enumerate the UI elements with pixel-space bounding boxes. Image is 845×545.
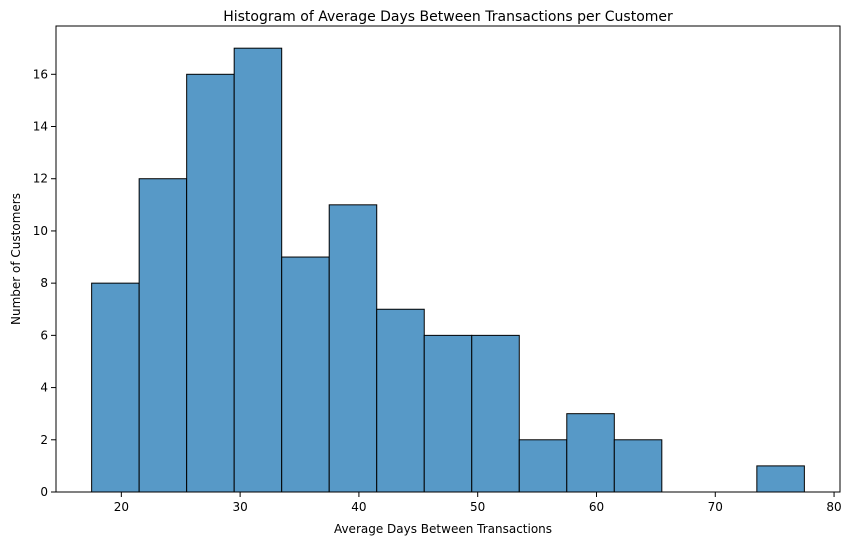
y-tick-label: 8 xyxy=(40,276,48,290)
histogram-bar xyxy=(613,439,663,493)
histogram-bar xyxy=(328,204,378,493)
x-tick-label: 20 xyxy=(114,500,129,514)
histogram-bar xyxy=(91,282,140,493)
histogram-bar xyxy=(138,178,188,493)
y-tick-label: 2 xyxy=(40,433,48,447)
x-tick-label: 80 xyxy=(826,500,841,514)
y-tick-label: 16 xyxy=(33,67,48,81)
y-tick-label: 0 xyxy=(40,485,48,499)
y-tick-label: 10 xyxy=(33,224,48,238)
histogram-bar xyxy=(423,334,473,493)
histogram-bar xyxy=(471,334,520,493)
histogram-bar xyxy=(186,73,235,493)
y-axis-ticks: 0 2 4 6 8 10 12 14 16 xyxy=(33,67,56,499)
x-axis-label: Average Days Between Transactions xyxy=(334,522,552,536)
y-tick-label: 6 xyxy=(40,328,48,342)
y-axis-label: Number of Customers xyxy=(9,193,23,325)
x-tick-label: 70 xyxy=(708,500,723,514)
histogram-bar xyxy=(376,308,425,493)
histogram-bar xyxy=(756,465,805,493)
y-tick-label: 12 xyxy=(33,172,48,186)
y-tick-label: 4 xyxy=(40,381,48,395)
x-tick-label: 50 xyxy=(470,500,485,514)
chart-title: Histogram of Average Days Between Transa… xyxy=(223,9,673,25)
x-tick-label: 40 xyxy=(351,500,366,514)
histogram-bar xyxy=(566,413,615,493)
y-tick-label: 14 xyxy=(33,120,48,134)
plot-frame xyxy=(55,25,841,493)
histogram-bar xyxy=(281,256,330,493)
histogram-bar xyxy=(518,439,568,493)
x-tick-label: 60 xyxy=(589,500,604,514)
x-axis-ticks: 20 30 40 50 60 70 80 xyxy=(114,492,842,514)
x-tick-label: 30 xyxy=(232,500,247,514)
histogram-bar xyxy=(233,47,283,493)
bars-group xyxy=(91,47,805,493)
